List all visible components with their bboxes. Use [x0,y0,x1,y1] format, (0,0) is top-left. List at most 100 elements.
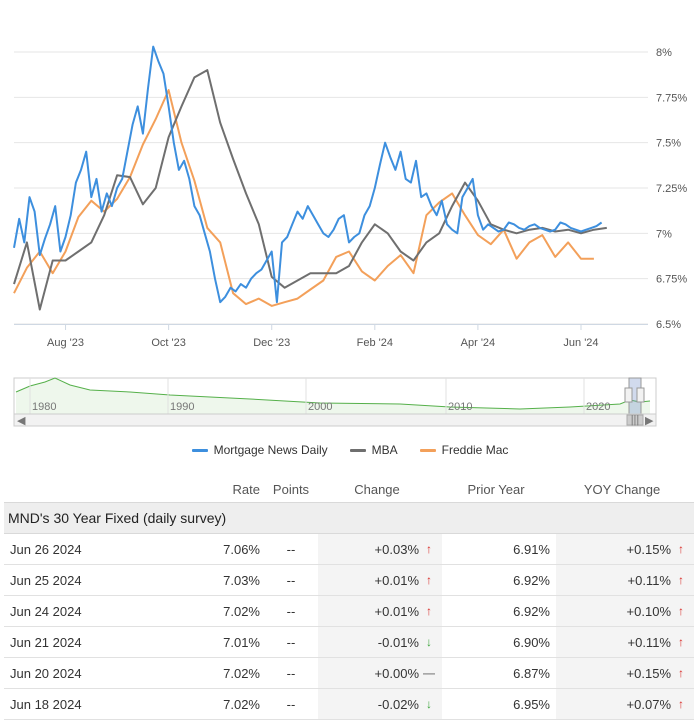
row-prior-year-text: 6.91% [513,541,550,557]
table-row: Jun 26 2024 7.06% -- +0.03% ↑ 6.91% +0.15% ↑ [4,534,694,565]
x-tick-label: Jun '24 [563,337,598,349]
row-points: -- [264,565,318,595]
row-rate: 7.03% [182,565,264,595]
series-line-mortgage-news-daily [13,45,603,304]
row-prior-year-text: 6.92% [513,572,550,588]
row-date-text: Jun 25 2024 [10,572,82,588]
y-tick-label: 7.75% [656,92,687,104]
y-tick-label: 7.25% [656,183,687,195]
row-date: Jun 21 2024 [4,627,182,657]
row-points-text: -- [286,665,296,681]
y-tick-label: 7% [656,228,672,240]
navigator-handle[interactable] [636,387,645,403]
grid-lines [14,51,648,325]
series-line-freddie-mac [13,89,594,307]
arrow-down-icon: ↓ [426,635,432,649]
row-rate-text: 7.06% [223,541,260,557]
y-tick-label: 6.75% [656,274,687,286]
scrollbar-track[interactable] [13,413,657,427]
row-change: -0.02% ↓ [318,689,442,719]
row-date: Jun 18 2024 [4,689,182,719]
header-yoy-change: YOY Change [583,481,661,497]
row-date-text: Jun 18 2024 [10,696,82,712]
table-body: Jun 26 2024 7.06% -- +0.03% ↑ 6.91% +0.15% ↑ Jun… [4,534,694,720]
rates-table: Rate Points Change Prior Year YOY Change… [4,476,694,720]
x-tick-label: Aug '23 [47,337,84,349]
legend-item-freddie-mac[interactable]: Freddie Mac [419,443,509,457]
row-change-text: -0.01% [377,634,419,650]
legend-item-mortgage-news-daily[interactable]: Mortgage News Daily [191,443,328,457]
row-change-text: +0.01% [374,603,419,619]
row-points-text: -- [286,572,296,588]
row-rate-text: 7.02% [223,665,260,681]
row-change-text: +0.03% [374,541,419,557]
row-date-text: Jun 21 2024 [10,634,82,650]
navigator-year-label: 2020 [586,401,610,413]
navigator-handle[interactable] [624,387,633,403]
row-yoy-change-text: +0.10% [626,603,671,619]
navigator-year-label: 1990 [170,401,194,413]
row-points-text: -- [286,541,296,557]
header-prior-year: Prior Year [467,481,525,497]
row-change: +0.01% ↑ [318,596,442,626]
x-tick-label: Apr '24 [461,337,496,349]
row-change: +0.01% ↑ [318,565,442,595]
row-points: -- [264,534,318,564]
row-rate: 7.02% [182,658,264,688]
legend-swatch [191,448,208,452]
row-rate: 7.01% [182,627,264,657]
row-rate-text: 7.02% [223,696,260,712]
row-rate: 7.02% [182,689,264,719]
navigator-year-label: 2010 [448,401,472,413]
arrow-down-icon: ↓ [426,697,432,711]
header-change: Change [354,481,400,497]
arrow-up-icon: ↑ [678,697,684,711]
rates-chart: 6.5% 6.75% 7% 7.25% 7.5% 7.75% 8% Aug '23 Oct '… [13,45,687,427]
row-points-text: -- [286,634,296,650]
y-tick-label: 8% [656,47,672,59]
navigator-area [16,378,650,414]
scrollbar-thumb[interactable] [626,414,644,426]
navigator-year-label: 2000 [308,401,332,413]
arrow-up-icon: ↑ [426,542,432,556]
navigator-year-label: 1980 [32,401,56,413]
arrow-up-icon: ↑ [678,635,684,649]
scroll-right-icon[interactable]: ▶ [645,415,654,427]
row-yoy-change: +0.10% ↑ [556,596,694,626]
row-prior-year: 6.92% [442,565,556,595]
row-date-text: Jun 20 2024 [10,665,82,681]
header-points: Points [272,481,310,497]
scroll-left-icon[interactable]: ◀ [17,415,26,427]
row-rate-text: 7.03% [223,572,260,588]
legend-label: Freddie Mac [441,443,509,457]
legend-label: Mortgage News Daily [213,443,328,457]
row-rate: 7.06% [182,534,264,564]
row-prior-year: 6.95% [442,689,556,719]
row-prior-year: 6.91% [442,534,556,564]
row-points-text: -- [286,696,296,712]
y-tick-label: 6.5% [656,319,681,331]
scrollbar-grip-icon: ||| [631,414,640,426]
legend-label: MBA [371,443,398,457]
range-navigator[interactable]: 1980 1990 2000 2010 2020 ◀ ▶ ||| [13,377,657,427]
row-yoy-change: +0.11% ↑ [556,627,694,657]
row-prior-year: 6.92% [442,596,556,626]
row-points: -- [264,627,318,657]
row-prior-year-text: 6.90% [513,634,550,650]
row-yoy-change: +0.15% ↑ [556,534,694,564]
row-rate-text: 7.02% [223,603,260,619]
row-change: -0.01% ↓ [318,627,442,657]
x-tick-label: Dec '23 [253,337,290,349]
arrow-up-icon: ↑ [678,666,684,680]
legend-item-mba[interactable]: MBA [349,443,398,457]
row-yoy-change: +0.11% ↑ [556,565,694,595]
arrow-up-icon: ↑ [678,542,684,556]
table-row: Jun 24 2024 7.02% -- +0.01% ↑ 6.92% +0.10% ↑ [4,596,694,627]
row-yoy-change-text: +0.15% [626,541,671,557]
table-row: Jun 25 2024 7.03% -- +0.01% ↑ 6.92% +0.11% ↑ [4,565,694,596]
row-points: -- [264,596,318,626]
series-line-mba [13,69,607,311]
row-prior-year-text: 6.95% [513,696,550,712]
header-rate: Rate [232,481,260,497]
row-change-text: -0.02% [377,696,419,712]
